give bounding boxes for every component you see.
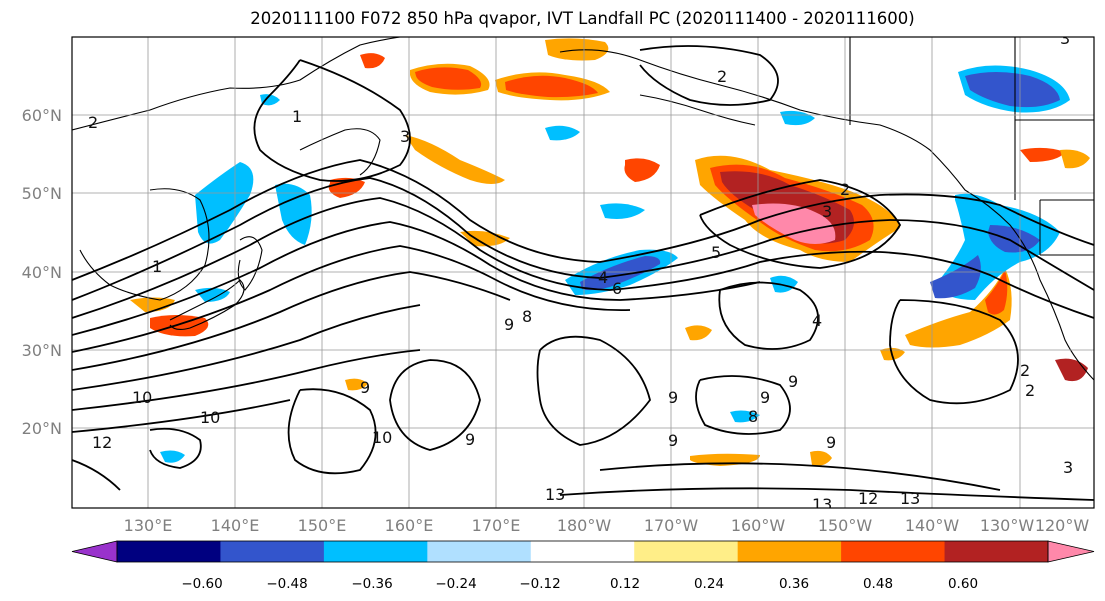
contour-label: 9 bbox=[788, 372, 798, 391]
lon-label: 140°E bbox=[211, 516, 260, 535]
lon-label: 150°E bbox=[298, 516, 347, 535]
colorbar-tick-label: 0.24 bbox=[694, 576, 724, 592]
colorbar-outline bbox=[116, 540, 1049, 563]
lat-label-30n: 30°N bbox=[22, 341, 62, 360]
contour-label: 2 bbox=[717, 67, 727, 86]
contour-label: 13 bbox=[812, 495, 832, 514]
contour-label: 1 bbox=[152, 257, 162, 276]
contour-label: 2 bbox=[88, 113, 98, 132]
lon-label: 120°W bbox=[1035, 516, 1090, 535]
contour-label: 9 bbox=[504, 315, 514, 334]
contour-label: 10 bbox=[200, 408, 220, 427]
colorbar-segment bbox=[530, 541, 635, 562]
lon-label: 140°W bbox=[905, 516, 960, 535]
colorbar bbox=[71, 540, 1095, 563]
contour-label: 8 bbox=[748, 407, 758, 426]
contour-label: 10 bbox=[132, 388, 152, 407]
contour-label: 2 bbox=[1025, 381, 1035, 400]
lat-label-50n: 50°N bbox=[22, 184, 62, 203]
contour-label: 1 bbox=[292, 107, 302, 126]
lon-label: 180°W bbox=[557, 516, 612, 535]
latitude-labels: 60°N 50°N 40°N 30°N 20°N bbox=[22, 106, 62, 438]
colorbar-segment bbox=[117, 541, 221, 562]
contour-label: 10 bbox=[372, 428, 392, 447]
contour-label: 9 bbox=[360, 378, 370, 397]
colorbar-segment bbox=[737, 541, 842, 562]
contour-label: 2 bbox=[1020, 361, 1030, 380]
colorbar-segment bbox=[220, 541, 325, 562]
colorbar-segment bbox=[944, 541, 1049, 562]
colorbar-tick-label: −0.36 bbox=[351, 576, 392, 592]
colorbar-tick-labels: −0.60 −0.48 −0.36 −0.24 −0.12 0.12 0.24 … bbox=[181, 576, 978, 592]
contour-label: 2 bbox=[840, 180, 850, 199]
colorbar-segment bbox=[634, 541, 739, 562]
contour-label: 9 bbox=[760, 388, 770, 407]
lon-label: 160°W bbox=[731, 516, 786, 535]
colorbar-tick-label: −0.48 bbox=[266, 576, 307, 592]
contour-label: 9 bbox=[668, 431, 678, 450]
coastlines bbox=[72, 37, 1094, 381]
contour-label: 12 bbox=[858, 489, 878, 508]
contour-label: 4 bbox=[598, 268, 608, 287]
contour-label: 8 bbox=[522, 307, 532, 326]
colorbar-extend-low bbox=[71, 540, 118, 563]
contour-label: 3 bbox=[1063, 458, 1073, 477]
contour-label: 3 bbox=[400, 127, 410, 146]
colorbar-segment bbox=[323, 541, 428, 562]
lon-label: 160°E bbox=[385, 516, 434, 535]
colorbar-tick-label: 0.48 bbox=[863, 576, 893, 592]
colorbar-tick-label: −0.60 bbox=[181, 576, 222, 592]
contour-label: 13 bbox=[900, 489, 920, 508]
contour-label: 13 bbox=[545, 485, 565, 504]
map-title: 2020111100 F072 850 hPa qvapor, IVT Land… bbox=[250, 9, 915, 28]
contour-label: 5 bbox=[711, 243, 721, 262]
contour-label: 9 bbox=[826, 433, 836, 452]
lon-label: 170°E bbox=[472, 516, 521, 535]
colorbar-segment bbox=[841, 541, 946, 562]
contour-label: 6 bbox=[612, 279, 622, 298]
lon-label: 170°W bbox=[644, 516, 699, 535]
ivt-contours bbox=[72, 45, 1094, 501]
colorbar-tick-label: −0.12 bbox=[519, 576, 560, 592]
colorbar-tick-label: 0.12 bbox=[610, 576, 640, 592]
lon-label: 130°E bbox=[124, 516, 173, 535]
lat-label-20n: 20°N bbox=[22, 419, 62, 438]
contour-label: 3 bbox=[1060, 29, 1070, 48]
lon-label: 130°W bbox=[980, 516, 1035, 535]
contour-label-group: 2 1 2 1 3 4 5 6 8 9 10 10 12 13 3 2 2 4 … bbox=[88, 29, 1073, 514]
longitude-labels: 130°E 140°E 150°E 160°E 170°E 180°W 170°… bbox=[124, 516, 1090, 535]
lat-lon-grid bbox=[72, 37, 1094, 508]
lat-label-40n: 40°N bbox=[22, 263, 62, 282]
contour-label: 12 bbox=[92, 433, 112, 452]
colorbar-tick-label: 0.36 bbox=[779, 576, 809, 592]
colorbar-tick-label: −0.24 bbox=[435, 576, 476, 592]
map-area: 2 1 2 1 3 4 5 6 8 9 10 10 12 13 3 2 2 4 … bbox=[71, 29, 1095, 514]
lon-label: 150°W bbox=[818, 516, 873, 535]
contour-label: 3 bbox=[822, 202, 832, 221]
contour-label: 4 bbox=[812, 311, 822, 330]
colorbar-extend-high bbox=[1047, 540, 1095, 563]
contour-label: 9 bbox=[668, 388, 678, 407]
contour-label: 9 bbox=[465, 430, 475, 449]
colorbar-segment bbox=[427, 541, 532, 562]
colorbar-tick-label: 0.60 bbox=[948, 576, 978, 592]
lat-label-60n: 60°N bbox=[22, 106, 62, 125]
